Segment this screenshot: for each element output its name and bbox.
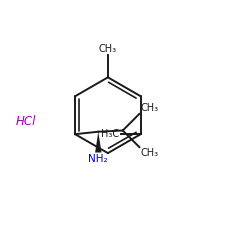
Text: H₃C: H₃C bbox=[101, 129, 119, 139]
Text: NH₂: NH₂ bbox=[88, 154, 108, 164]
Text: HCl: HCl bbox=[16, 115, 36, 128]
Text: CH₃: CH₃ bbox=[140, 103, 159, 113]
Text: CH₃: CH₃ bbox=[140, 148, 159, 158]
Text: CH₃: CH₃ bbox=[99, 44, 117, 54]
Polygon shape bbox=[95, 132, 102, 152]
